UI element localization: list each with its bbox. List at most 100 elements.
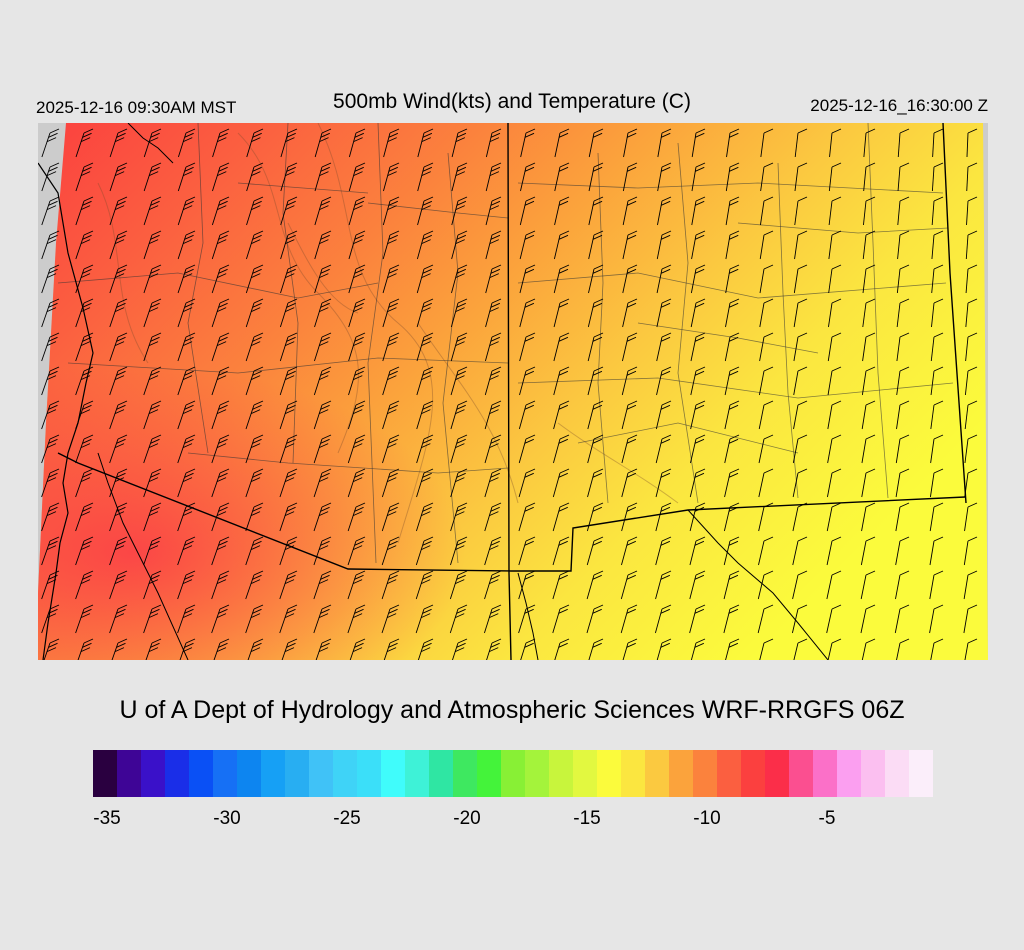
colorbar-ticks: -35 -30 -25 -20 -15 -10 -5: [0, 808, 1024, 838]
wind-barb: [348, 366, 366, 396]
wind-barb: [758, 434, 774, 464]
wind-barb: [314, 298, 332, 328]
wind-barb: [381, 468, 400, 498]
wind-barb: [109, 366, 128, 396]
wind-barb: [41, 162, 60, 192]
wind-barb: [143, 196, 162, 226]
wind-barb: [143, 400, 162, 430]
wind-barb: [519, 298, 536, 328]
wind-barb: [177, 570, 196, 600]
wind-barb: [245, 264, 264, 294]
wind-barb: [827, 332, 842, 362]
wind-barb: [520, 638, 536, 660]
wind-barb: [315, 638, 332, 660]
wind-barb: [347, 536, 366, 566]
wind-barb: [279, 332, 298, 362]
wind-barb: [145, 638, 162, 660]
wind-barb: [587, 332, 604, 362]
wind-barb: [383, 128, 400, 158]
wind-barb: [245, 570, 264, 600]
wind-barb: [895, 570, 910, 600]
wind-barb: [75, 196, 94, 226]
wind-barb: [75, 162, 94, 192]
wind-barb: [75, 366, 94, 396]
colorbar-tick-label: -15: [573, 808, 601, 829]
wind-barb: [313, 570, 332, 600]
wind-barb: [657, 128, 672, 158]
wind-barb: [725, 638, 740, 660]
wind-barb: [963, 604, 978, 634]
wind-barb: [177, 230, 196, 260]
wind-barb: [861, 434, 876, 464]
wind-barb: [109, 536, 128, 566]
wind-barb: [415, 536, 434, 566]
wind-barb: [963, 536, 978, 566]
wind-barb: [689, 570, 706, 600]
wind-barb: [930, 332, 944, 362]
wind-barb: [41, 196, 60, 226]
river-rio-grande: [687, 509, 829, 660]
wind-barb: [966, 196, 978, 226]
wind-barb: [211, 536, 230, 566]
wind-barb: [587, 434, 604, 464]
wind-barb: [929, 570, 944, 600]
wind-barb: [726, 128, 740, 158]
wind-barb: [485, 128, 502, 158]
wind-barb: [587, 468, 604, 498]
temperature-contour: [557, 422, 679, 504]
wind-barb: [896, 298, 910, 328]
wind-barb: [586, 570, 604, 600]
county-line: [67, 357, 509, 374]
wind-barb: [348, 298, 366, 328]
temperature-contour: [317, 123, 434, 544]
wind-barb: [41, 434, 60, 464]
wind-barb: [486, 638, 502, 660]
wind-barb: [75, 604, 94, 634]
wind-barb: [450, 502, 468, 532]
county-line: [577, 422, 799, 454]
wind-barb: [656, 366, 672, 396]
wind-barb: [41, 332, 60, 362]
wind-barb: [793, 400, 808, 430]
wind-barb: [109, 264, 128, 294]
wind-barb: [622, 264, 638, 294]
wind-barb: [279, 298, 298, 328]
wind-barb: [177, 162, 196, 192]
wind-barb: [451, 264, 468, 294]
wind-barb: [862, 230, 876, 260]
wind-barb: [895, 536, 910, 566]
wind-barb: [725, 196, 740, 226]
wind-barb: [724, 400, 740, 430]
wind-barb: [381, 604, 400, 634]
wind-barb: [109, 298, 128, 328]
wind-barb: [485, 298, 502, 328]
wind-barb: [212, 162, 230, 192]
wind-barb: [177, 332, 196, 362]
wind-barb: [313, 434, 332, 464]
colorbar-swatch: [285, 750, 309, 797]
wind-barb: [964, 502, 978, 532]
wind-barb: [690, 638, 706, 660]
wind-barb: [109, 400, 128, 430]
river-north: [127, 123, 174, 164]
wind-barb: [828, 196, 842, 226]
wind-barb: [43, 638, 60, 660]
wind-barb: [759, 230, 774, 260]
wind-barb: [450, 298, 468, 328]
wind-barb: [451, 638, 468, 660]
wind-barb: [655, 570, 672, 600]
wind-barb: [656, 332, 672, 362]
colorbar-tick-label: -35: [93, 808, 121, 829]
colorbar-swatch: [333, 750, 357, 797]
wind-barb: [417, 196, 434, 226]
wind-barb: [827, 434, 842, 464]
colorbar-tick-label: -5: [818, 808, 836, 829]
river-lower-colorado: [97, 452, 189, 660]
wind-barb: [449, 604, 468, 634]
wind-barb: [518, 502, 536, 532]
wind-barb: [449, 570, 468, 600]
wind-barb: [519, 366, 536, 396]
valid-time-utc: 2025-12-16_16:30:00 Z: [810, 96, 988, 115]
wind-barb: [689, 468, 706, 498]
colorbar-tick-label: -25: [333, 808, 361, 829]
